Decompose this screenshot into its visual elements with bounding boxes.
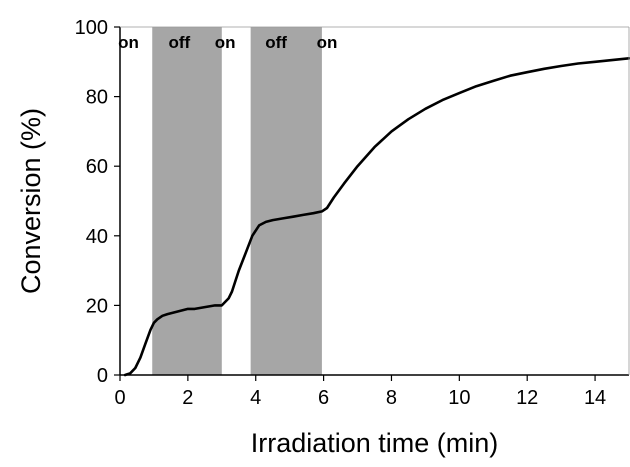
x-tick-label: 0 (114, 387, 125, 409)
y-tick-label: 40 (86, 226, 108, 248)
x-axis-label: Irradiation time (min) (251, 428, 499, 458)
shaded-regions (152, 27, 322, 375)
x-tick-label: 2 (182, 387, 193, 409)
y-axis-ticks: 0 20 40 60 80 100 (75, 17, 120, 387)
y-tick-label: 0 (97, 365, 108, 387)
annotation-on-4: on (317, 33, 338, 52)
y-tick-label: 60 (86, 156, 108, 178)
annotation-on-2: on (215, 33, 236, 52)
x-tick-label: 12 (516, 387, 538, 409)
on-off-annotations: on off on off on (118, 33, 337, 52)
x-tick-label: 8 (386, 387, 397, 409)
x-tick-label: 10 (448, 387, 470, 409)
annotation-on-0: on (118, 33, 139, 52)
off-region-1 (250, 27, 322, 375)
series-lines (123, 56, 630, 377)
annotation-off-1: off (169, 33, 191, 52)
off-region-0 (152, 27, 222, 375)
y-tick-label: 20 (86, 295, 108, 317)
x-tick-label: 6 (318, 387, 329, 409)
conversion-curve-0 (123, 56, 630, 377)
y-axis-label: Conversion (%) (16, 108, 46, 294)
y-tick-label: 80 (86, 87, 108, 109)
y-tick-label: 100 (75, 17, 108, 39)
plot-frame (119, 26, 630, 376)
annotation-off-3: off (265, 33, 287, 52)
x-tick-label: 14 (584, 387, 606, 409)
x-tick-label: 4 (250, 387, 261, 409)
x-axis-ticks: 0 2 4 6 8 10 12 14 (114, 375, 606, 409)
